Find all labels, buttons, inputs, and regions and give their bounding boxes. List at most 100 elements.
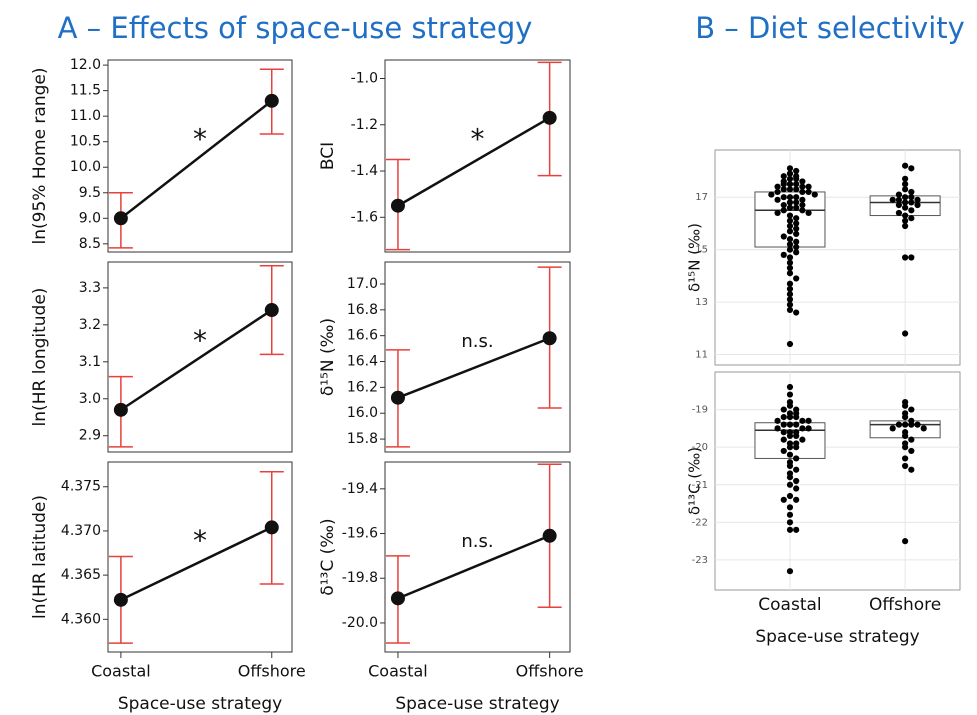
dot <box>786 212 794 219</box>
dot <box>786 186 794 193</box>
point <box>113 211 128 226</box>
dot <box>902 538 909 545</box>
dot <box>786 492 794 500</box>
y-tick-label: 10.5 <box>70 134 101 150</box>
x-tick-label: Coastal <box>368 662 428 681</box>
y-tick-label: -20.0 <box>342 615 378 631</box>
dot <box>786 228 794 235</box>
dot <box>908 194 915 201</box>
point <box>113 592 128 607</box>
point <box>542 110 557 125</box>
dot <box>805 188 812 196</box>
y-tick-label: -1.0 <box>351 71 378 87</box>
y-tick-label: -19.8 <box>342 570 378 586</box>
point <box>113 402 128 417</box>
dot <box>902 180 909 188</box>
y-tick-label: -21 <box>692 480 708 491</box>
panel-heading: A – Effects of space-use strategy <box>58 11 533 45</box>
annotation: * <box>193 324 207 357</box>
dot <box>780 186 787 193</box>
dot <box>793 230 800 238</box>
annotation: n.s. <box>461 531 493 552</box>
dot <box>902 194 909 201</box>
dot <box>774 209 781 217</box>
y-tick-label: 9.5 <box>79 185 101 201</box>
dot <box>908 254 915 261</box>
y-tick-label: 3.0 <box>79 391 101 407</box>
dot <box>780 496 787 503</box>
dot <box>805 425 812 432</box>
dot <box>902 254 909 261</box>
dot <box>786 280 794 287</box>
dot <box>902 455 909 462</box>
point <box>390 390 405 405</box>
dot <box>793 466 800 473</box>
dot <box>908 188 915 196</box>
dot <box>889 196 896 203</box>
dot <box>786 175 794 182</box>
dot <box>780 207 787 214</box>
point <box>264 93 279 108</box>
y-tick-label: 12.0 <box>70 57 101 73</box>
x-tick-label: Offshore <box>516 662 584 681</box>
dot <box>774 188 781 196</box>
dot <box>895 191 903 198</box>
dot <box>908 436 915 443</box>
plot-frame <box>384 59 571 253</box>
y-tick-label: 4.375 <box>61 479 101 495</box>
dot <box>780 201 787 209</box>
dot <box>793 186 800 193</box>
dot <box>920 425 927 432</box>
dot <box>774 183 781 190</box>
dot <box>786 432 794 439</box>
dot <box>780 421 787 428</box>
dot <box>799 201 806 209</box>
annotation: * <box>471 123 485 156</box>
y-axis-label: δ¹³C (‰) <box>686 447 704 515</box>
dot <box>793 204 800 211</box>
dot <box>786 204 794 211</box>
dot <box>786 421 794 428</box>
y-tick-label: -20 <box>692 442 708 453</box>
dot <box>793 220 800 227</box>
line <box>397 534 551 600</box>
dot <box>799 436 806 443</box>
dot <box>793 496 800 503</box>
x-tick-label: Coastal <box>91 662 151 681</box>
x-tick-label: Coastal <box>758 595 821 615</box>
dot <box>786 526 794 533</box>
dot <box>786 264 794 272</box>
dot <box>793 414 800 421</box>
y-axis-label: δ¹⁵N (‰) <box>686 223 704 292</box>
y-tick-label: 16.6 <box>347 328 378 344</box>
y-tick-label: 11.5 <box>70 83 101 99</box>
dot <box>793 215 800 222</box>
plot-frame <box>384 261 571 453</box>
dot <box>902 330 909 337</box>
dot <box>780 436 787 443</box>
dot <box>793 243 800 251</box>
line <box>120 526 273 601</box>
dot <box>786 301 794 308</box>
dot <box>793 238 800 245</box>
y-tick-label: 8.5 <box>79 236 101 252</box>
dot <box>786 241 794 248</box>
dot <box>799 188 806 196</box>
dot <box>786 306 794 314</box>
y-tick-label: 3.3 <box>79 280 101 296</box>
dot <box>793 194 800 201</box>
dot <box>902 186 909 193</box>
y-axis-label: ln(HR latitude) <box>30 495 50 619</box>
dot <box>786 236 794 243</box>
dot <box>908 406 915 413</box>
y-tick-label: 16.8 <box>347 302 378 318</box>
plot-background <box>714 149 961 366</box>
dot <box>902 212 909 219</box>
x-axis-label: Space-use strategy <box>755 627 919 647</box>
dot <box>902 444 909 451</box>
dot <box>786 180 794 188</box>
dot <box>780 251 787 258</box>
dot <box>786 340 794 348</box>
dot <box>902 402 909 409</box>
dot <box>793 309 800 316</box>
